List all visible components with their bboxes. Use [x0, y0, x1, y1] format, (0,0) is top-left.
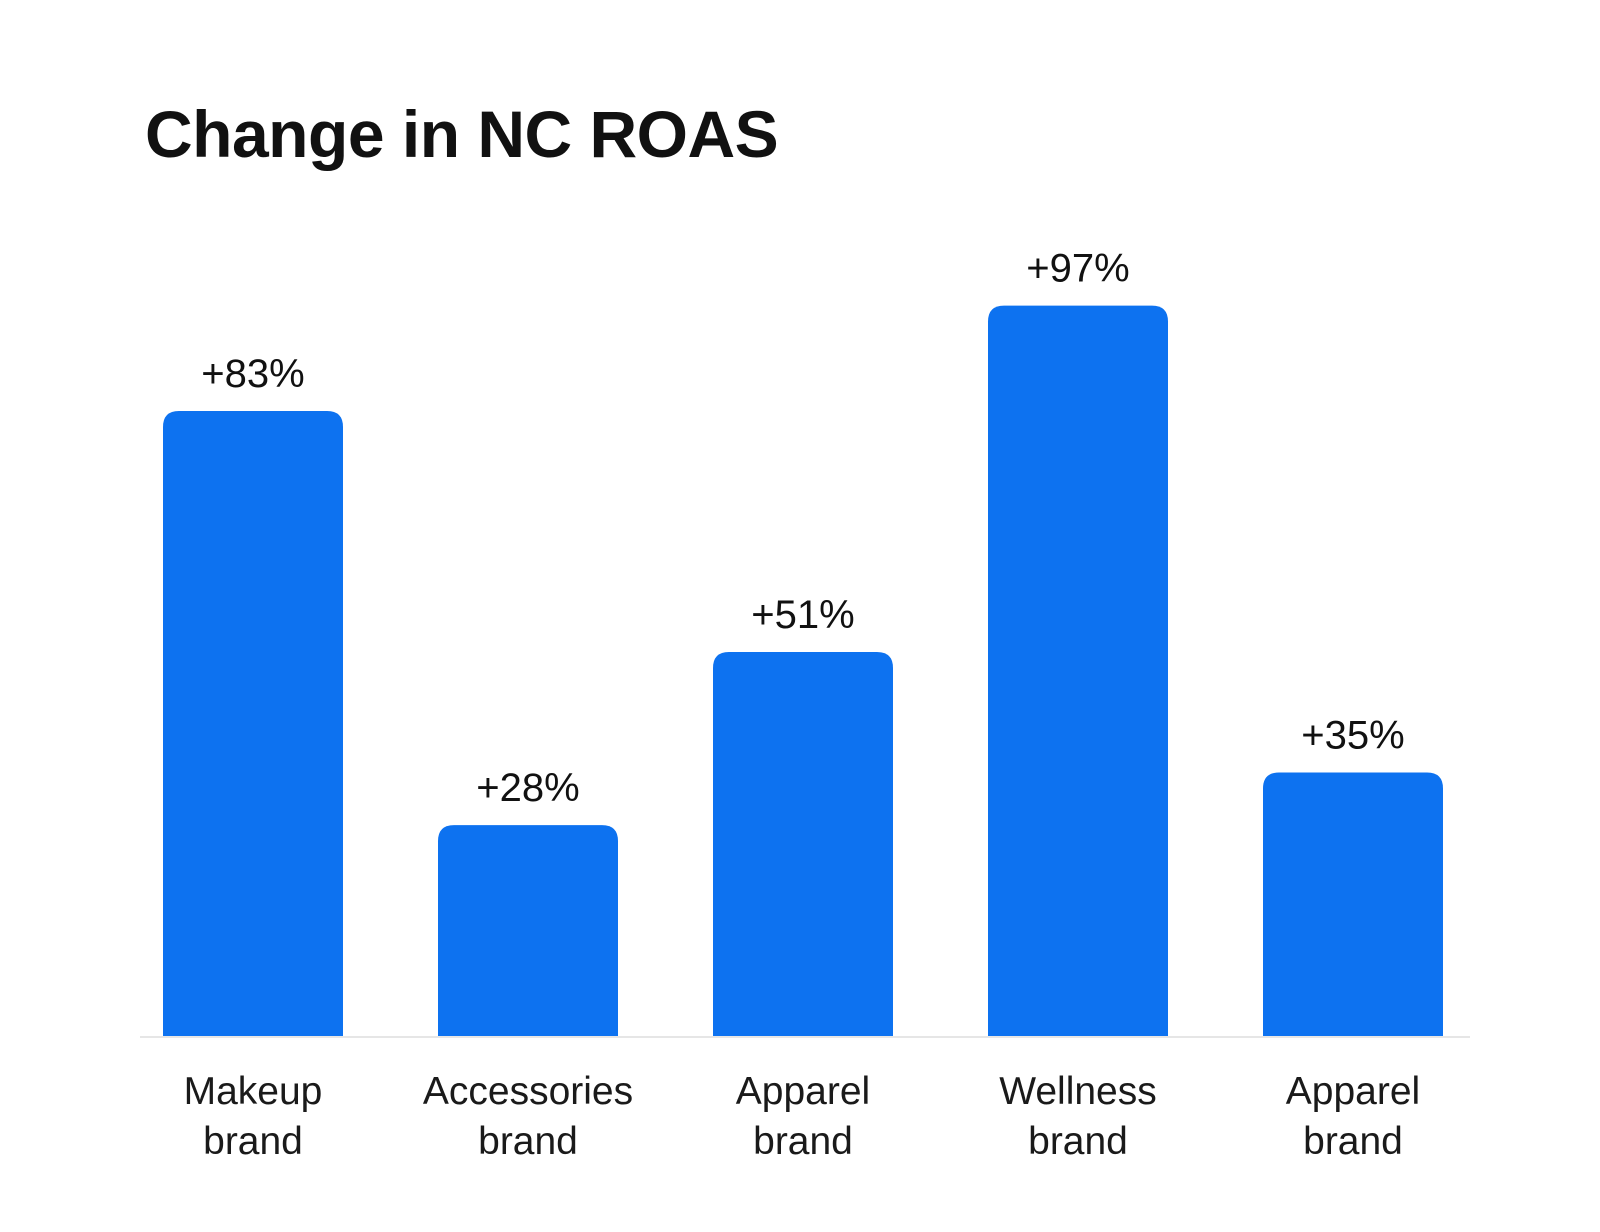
category-label-5: Apparel brand — [1286, 1070, 1420, 1163]
category-label-3: Apparel brand — [736, 1070, 870, 1163]
category-label-line: brand — [1028, 1120, 1128, 1163]
bar-5 — [1263, 772, 1443, 1036]
bar-3 — [713, 651, 893, 1036]
value-label-2: +28% — [476, 766, 579, 810]
value-labels-group: +83% +28% +51% +97% +35% — [201, 247, 1404, 811]
category-label-line: brand — [203, 1120, 303, 1163]
value-label-4: +97% — [1026, 247, 1129, 291]
category-label-line: Accessories — [423, 1070, 633, 1113]
value-label-3: +51% — [751, 593, 854, 637]
value-label-1: +83% — [201, 352, 304, 396]
bar-2 — [438, 825, 618, 1036]
category-label-line: brand — [753, 1120, 853, 1163]
bar-4 — [988, 305, 1168, 1037]
category-label-line: Apparel — [736, 1070, 870, 1113]
category-label-1: Makeup brand — [184, 1070, 323, 1163]
category-label-4: Wellness brand — [999, 1070, 1157, 1163]
value-label-5: +35% — [1301, 713, 1404, 757]
chart-title: Change in NC ROAS — [145, 97, 779, 171]
category-label-line: brand — [1303, 1120, 1403, 1163]
category-label-2: Accessories brand — [423, 1070, 633, 1163]
category-label-line: Apparel — [1286, 1070, 1420, 1113]
category-label-line: brand — [478, 1120, 578, 1163]
bar-1 — [163, 411, 343, 1036]
category-label-line: Makeup — [184, 1070, 323, 1113]
category-label-line: Wellness — [999, 1070, 1157, 1113]
bars-group — [163, 305, 1443, 1037]
